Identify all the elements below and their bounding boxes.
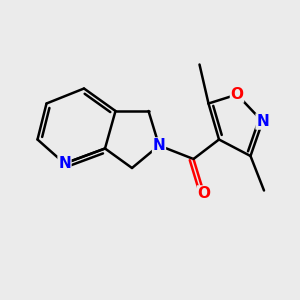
Text: N: N (153, 138, 165, 153)
Text: O: O (197, 186, 211, 201)
Text: O: O (230, 87, 244, 102)
Text: N: N (58, 156, 71, 171)
Text: N: N (256, 114, 269, 129)
